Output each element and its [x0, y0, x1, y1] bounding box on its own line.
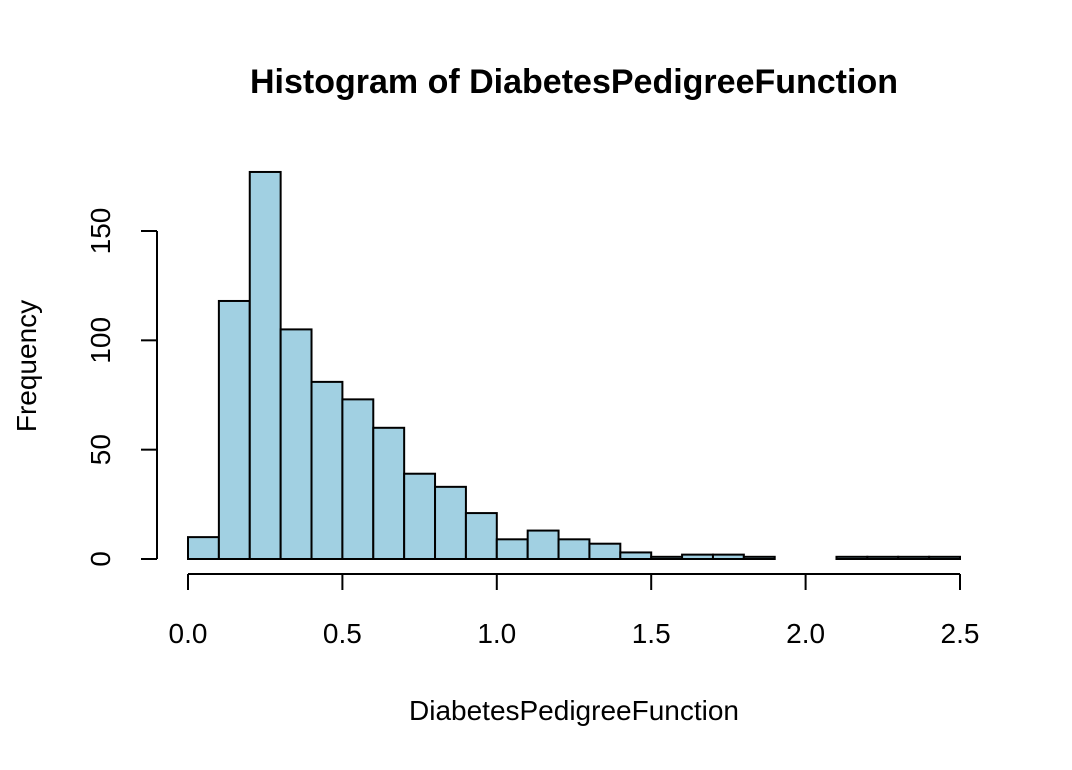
histogram-bar: [526, 529, 560, 561]
histogram-bar: [464, 512, 498, 561]
histogram-bar: [681, 553, 714, 561]
y-tick-label: 100: [85, 317, 116, 364]
y-axis: 0 50 100 150: [85, 208, 158, 567]
histogram-bar: [434, 485, 467, 560]
histogram-bar: [835, 555, 869, 560]
y-axis-label: Frequency: [11, 300, 42, 432]
x-tick-label: 0.5: [323, 618, 362, 649]
histogram-bar: [557, 538, 591, 561]
x-tick-label: 1.0: [477, 618, 516, 649]
x-tick-label: 2.0: [786, 618, 825, 649]
y-tick-label: 150: [85, 208, 116, 255]
x-tick-label: 2.5: [941, 618, 980, 649]
histogram-bar: [619, 551, 653, 561]
x-tick-label: 1.5: [632, 618, 671, 649]
chart-title: Histogram of DiabetesPedigreeFunction: [250, 63, 898, 101]
histogram-bar: [372, 426, 406, 560]
histogram-bar: [310, 380, 344, 560]
y-tick-label: 50: [85, 434, 116, 465]
histogram-bar: [650, 555, 684, 560]
histogram-bar: [742, 555, 776, 560]
histogram-bar: [217, 299, 251, 560]
histogram-bar: [866, 555, 900, 560]
histogram-bar: [495, 538, 529, 561]
histogram-bar: [711, 553, 745, 561]
x-axis: 0.0 0.5 1.0 1.5 2.0 2.5: [169, 573, 980, 649]
histogram-bar: [279, 328, 313, 560]
y-tick-label: 0: [85, 551, 116, 567]
histogram-bar: [928, 555, 961, 560]
histogram-bar: [341, 398, 375, 560]
histogram-bar: [588, 542, 622, 561]
x-tick-label: 0.0: [169, 618, 208, 649]
histogram-bar: [248, 170, 282, 561]
bars-group: [187, 170, 961, 561]
histogram-bar: [403, 472, 437, 560]
histogram-bar: [897, 555, 931, 560]
x-axis-label: DiabetesPedigreeFunction: [409, 695, 739, 726]
histogram-bar: [187, 536, 220, 561]
